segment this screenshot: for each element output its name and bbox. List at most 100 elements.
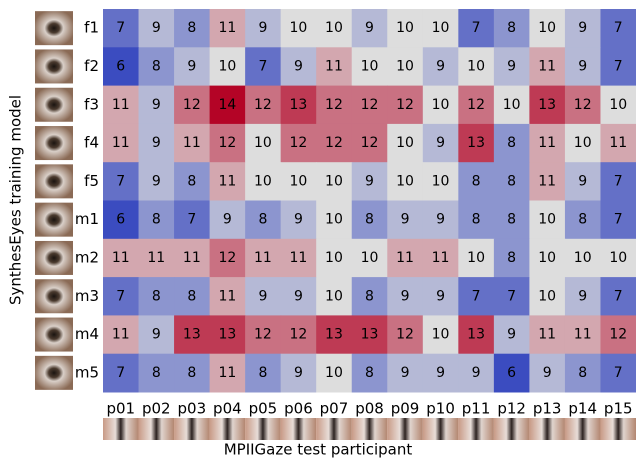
cell-label: 8 — [152, 365, 161, 381]
cell — [209, 238, 246, 278]
cell-label: 7 — [116, 365, 125, 381]
x-tick-label: p11 — [462, 400, 491, 418]
eye-image — [458, 418, 494, 440]
cell-label: 12 — [396, 327, 414, 343]
cell — [174, 123, 211, 163]
eye-image — [529, 418, 565, 440]
x-tick-label: p06 — [284, 400, 313, 418]
cell-label: 12 — [325, 135, 343, 151]
eye-image — [493, 418, 530, 440]
eye-image — [35, 317, 73, 352]
cell-label: 10 — [218, 58, 236, 74]
cell-label: 10 — [396, 58, 414, 74]
cell — [316, 353, 353, 393]
cell-label: 10 — [325, 173, 343, 189]
cell — [280, 85, 317, 125]
cell-label: 7 — [472, 20, 481, 36]
cell-label: 9 — [578, 173, 587, 189]
cell — [316, 200, 353, 240]
cell-label: 9 — [507, 58, 516, 74]
cell — [209, 277, 246, 316]
cell-label: 8 — [152, 288, 161, 304]
cell-label: 9 — [223, 212, 232, 228]
cell-label: 9 — [258, 288, 267, 304]
x-tick-label: p14 — [568, 400, 597, 418]
cell — [351, 277, 388, 316]
cell — [422, 238, 459, 278]
cell-label: 9 — [365, 173, 374, 189]
cell-label: 12 — [361, 135, 379, 151]
cell-label: 8 — [187, 173, 196, 189]
cell-label: 11 — [218, 173, 236, 189]
cell-label: 8 — [152, 58, 161, 74]
cell — [103, 315, 140, 355]
cell-label: 11 — [538, 58, 556, 74]
cell — [458, 238, 495, 278]
cell — [280, 47, 317, 87]
cell-label: 9 — [152, 97, 161, 113]
cell — [387, 315, 424, 355]
cell — [245, 353, 282, 393]
cell — [422, 9, 459, 48]
cell-label: 10 — [432, 20, 450, 36]
cell — [174, 47, 211, 87]
cell — [316, 123, 353, 163]
cell — [493, 277, 530, 316]
x-tick-label: p13 — [533, 400, 562, 418]
cell — [209, 123, 246, 163]
eye-image — [174, 418, 210, 440]
eye-image — [35, 11, 73, 46]
cell — [529, 200, 566, 240]
eye-image — [387, 418, 423, 440]
cell — [600, 315, 636, 355]
cell — [280, 123, 317, 163]
y-tick-label: m2 — [75, 248, 99, 266]
cell-label: 8 — [258, 365, 267, 381]
eye-image — [280, 418, 317, 440]
cell — [351, 353, 388, 393]
eye-image — [422, 418, 459, 440]
cell — [245, 85, 282, 125]
cell — [245, 162, 282, 201]
cell — [493, 162, 530, 201]
cell — [138, 162, 175, 201]
cell-label: 9 — [578, 20, 587, 36]
cell — [280, 315, 317, 355]
cell-label: 12 — [290, 135, 308, 151]
cell-label: 8 — [472, 173, 481, 189]
cell — [387, 9, 424, 48]
cell — [174, 200, 211, 240]
cell-label: 10 — [432, 97, 450, 113]
cell — [529, 162, 566, 201]
cell-label: 9 — [578, 58, 587, 74]
cell — [564, 123, 601, 163]
cell-label: 10 — [290, 20, 308, 36]
cell — [564, 85, 601, 125]
cell-label: 13 — [218, 327, 236, 343]
cell — [458, 353, 495, 393]
cell-label: 10 — [396, 173, 414, 189]
cell — [316, 277, 353, 316]
cell-label: 9 — [436, 365, 445, 381]
cell-label: 10 — [290, 173, 308, 189]
cell — [316, 47, 353, 87]
cell — [564, 315, 601, 355]
cell-label: 8 — [507, 173, 516, 189]
cell-label: 10 — [467, 58, 485, 74]
cell — [422, 123, 459, 163]
cell — [564, 238, 601, 278]
cell — [458, 123, 495, 163]
cell — [138, 47, 175, 87]
cell-label: 10 — [325, 212, 343, 228]
cell — [280, 238, 317, 278]
cell-label: 8 — [472, 212, 481, 228]
cell-label: 8 — [152, 212, 161, 228]
cell — [458, 9, 495, 48]
cell-label: 13 — [467, 327, 485, 343]
cell — [564, 9, 601, 48]
cell — [316, 85, 353, 125]
cell — [493, 353, 530, 393]
cell-label: 13 — [290, 97, 308, 113]
cell — [351, 162, 388, 201]
y-tick-label: m3 — [75, 287, 99, 305]
